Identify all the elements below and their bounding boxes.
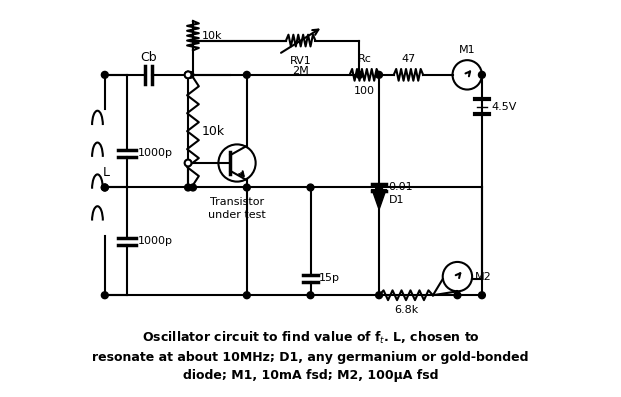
Circle shape [376,71,383,78]
Text: 15p: 15p [319,273,340,283]
Circle shape [307,184,314,191]
Circle shape [243,71,250,78]
Text: 4.5V: 4.5V [492,102,517,112]
Circle shape [454,292,461,299]
Text: Cb: Cb [140,51,157,64]
Circle shape [184,71,191,78]
Circle shape [101,184,108,191]
Text: 100: 100 [354,86,375,96]
Circle shape [243,184,250,191]
Circle shape [184,160,191,166]
Circle shape [184,71,191,78]
Circle shape [376,292,383,299]
Text: Rc: Rc [358,54,371,64]
Text: Transistor: Transistor [210,197,264,207]
Text: 10k: 10k [202,125,225,138]
Circle shape [184,71,191,78]
Text: D1: D1 [389,195,404,205]
Text: 47: 47 [401,54,415,64]
Text: under test: under test [208,210,266,220]
Text: M2: M2 [474,272,491,281]
Circle shape [101,184,108,191]
Text: Oscillator circuit to find value of f$_t$. L, chosen to
resonate at about 10MHz;: Oscillator circuit to find value of f$_t… [93,330,528,382]
Circle shape [307,292,314,299]
Text: 6.8k: 6.8k [394,305,418,315]
Circle shape [101,292,108,299]
Text: 10k: 10k [202,31,222,40]
Polygon shape [372,190,386,210]
Text: 1000p: 1000p [138,148,173,158]
Circle shape [189,184,196,191]
Circle shape [101,71,108,78]
Text: 1000p: 1000p [138,236,173,247]
Circle shape [479,71,486,78]
Circle shape [184,184,191,191]
Text: L: L [102,166,109,179]
Text: 0.01: 0.01 [388,183,412,193]
Circle shape [376,184,383,191]
Circle shape [185,160,191,166]
Circle shape [243,292,250,299]
Text: RV1: RV1 [290,56,312,66]
Text: 2M: 2M [292,66,309,76]
Circle shape [479,292,486,299]
Text: M1: M1 [459,45,476,55]
Circle shape [356,71,363,78]
Circle shape [376,184,383,191]
